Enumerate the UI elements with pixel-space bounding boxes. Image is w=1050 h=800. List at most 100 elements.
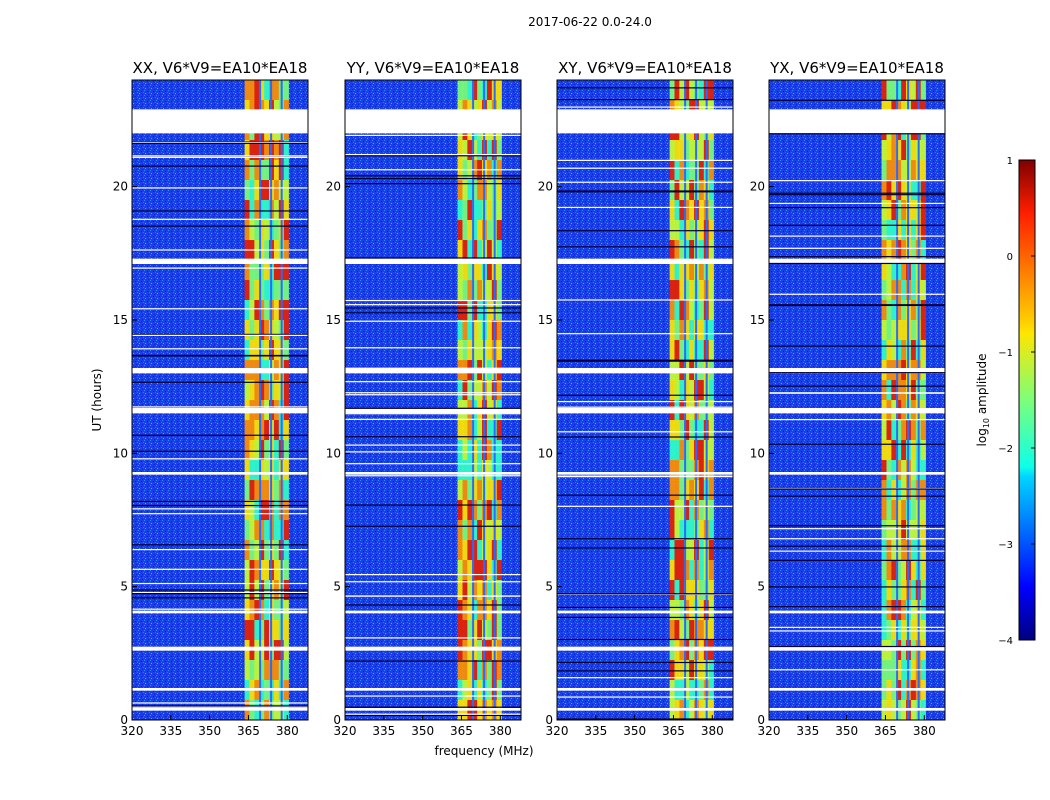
rfi-cell — [486, 420, 493, 441]
rfi-cell — [910, 180, 917, 201]
rfi-cell — [462, 300, 468, 321]
rfi-cell — [273, 320, 280, 341]
rfi-cell — [901, 580, 907, 601]
rfi-cell — [669, 80, 675, 101]
rfi-cell — [698, 320, 705, 341]
rfi-cell — [457, 460, 463, 481]
rfi-cell — [669, 620, 675, 641]
rfi-cell — [684, 240, 690, 261]
rfi-cell — [684, 200, 690, 221]
rfi-cell — [886, 300, 892, 321]
band-gap — [472, 80, 475, 720]
rfi-cell — [708, 520, 714, 541]
band-gap — [705, 80, 708, 720]
rfi-cell — [891, 240, 897, 261]
rfi-cell — [467, 540, 473, 561]
rfi-cell — [254, 600, 260, 621]
rfi-cell — [689, 660, 695, 681]
rfi-cell — [679, 560, 685, 581]
rfi-cell — [264, 440, 270, 461]
rfi-cell — [708, 620, 714, 641]
rfi-cell — [901, 240, 907, 261]
flagged-line — [132, 544, 308, 546]
flagged-line — [769, 472, 945, 474]
rfi-cell — [881, 500, 887, 521]
rfi-cell — [901, 460, 907, 481]
rfi-cell — [254, 440, 260, 461]
rfi-cell — [891, 280, 897, 301]
rfi-cell — [457, 560, 463, 581]
rfi-cell — [669, 580, 675, 601]
rfi-cell — [669, 160, 675, 181]
rfi-cell — [896, 260, 902, 281]
rfi-cell — [886, 160, 892, 181]
rfi-cell — [920, 440, 926, 461]
rfi-cell — [684, 300, 690, 321]
rfi-cell — [698, 540, 705, 561]
flagged-band — [132, 368, 308, 374]
panel-yx: YX, V6*V9=EA10*EA18 320 335 350 365 380 0 5 10 15… — [750, 59, 946, 738]
flagged-line — [132, 702, 308, 704]
flagged-line — [345, 307, 521, 309]
flagged-line — [557, 333, 733, 335]
rfi-cell — [689, 580, 695, 601]
x-tick-label: 320 — [121, 724, 144, 738]
rfi-cell — [486, 620, 493, 641]
rfi-cell — [669, 300, 675, 321]
rfi-cell — [881, 540, 887, 561]
rfi-cell — [477, 280, 483, 301]
flagged-line — [769, 194, 945, 196]
rfi-cell — [896, 460, 902, 481]
rfi-cell — [477, 200, 483, 221]
rfi-cell — [457, 340, 463, 361]
rfi-cell — [901, 180, 907, 201]
x-tick-label: 335 — [372, 724, 395, 738]
rfi-cell — [486, 560, 493, 581]
rfi-cell — [679, 80, 685, 101]
rfi-cell — [477, 220, 483, 241]
rfi-cell — [462, 580, 468, 601]
flagged-line — [557, 431, 733, 433]
rfi-cell — [244, 480, 250, 501]
rfi-cell — [669, 320, 675, 341]
rfi-cell — [679, 380, 685, 401]
flagged-band — [132, 646, 308, 651]
x-tick-label: 380 — [913, 724, 936, 738]
rfi-cell — [679, 520, 685, 541]
rfi-cell — [467, 660, 473, 681]
rfi-cell — [669, 240, 675, 261]
rfi-cell — [684, 520, 690, 541]
rfi-cell — [886, 380, 892, 401]
rfi-cell — [254, 560, 260, 581]
rfi-cell — [708, 420, 714, 441]
rfi-cell — [669, 560, 675, 581]
x-tick-label: 365 — [874, 724, 897, 738]
rfi-cell — [698, 440, 705, 461]
flagged-band — [557, 472, 733, 475]
flagged-line — [345, 134, 521, 136]
rfi-cell — [891, 480, 897, 501]
rfi-cell — [920, 260, 926, 281]
rfi-cell — [477, 520, 483, 541]
rfi-cell — [920, 560, 926, 581]
rfi-cell — [674, 160, 680, 181]
rfi-cell — [708, 240, 714, 261]
axes-frame — [556, 79, 734, 721]
rfi-cell — [708, 80, 714, 101]
axes-frame — [131, 79, 309, 721]
band-gap — [280, 80, 283, 720]
rfi-cell — [896, 600, 902, 621]
rfi-cell — [264, 320, 270, 341]
y-tick-label: 20 — [326, 180, 341, 194]
flagged-line — [132, 249, 308, 251]
rfi-cell — [698, 160, 705, 181]
flagged-line — [769, 559, 945, 561]
flagged-line — [769, 488, 945, 490]
rfi-cell — [674, 480, 680, 501]
x-tick-label: 365 — [450, 724, 473, 738]
rfi-cell — [698, 560, 705, 581]
rfi-cell — [496, 240, 502, 261]
rfi-cell — [472, 340, 478, 361]
rfi-cell — [920, 220, 926, 241]
rfi-cell — [457, 480, 463, 501]
